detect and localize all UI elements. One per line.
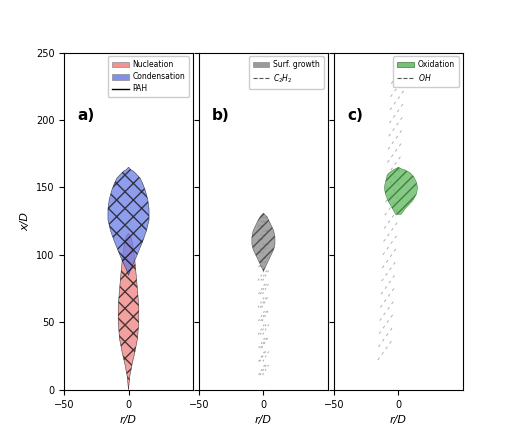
X-axis label: r/D: r/D [120,415,137,425]
Text: c): c) [347,108,363,123]
X-axis label: r/D: r/D [390,415,407,425]
Text: b): b) [212,108,230,123]
Legend: Oxidation, $OH$: Oxidation, $OH$ [393,57,459,87]
Legend: Nucleation, Condensation, PAH: Nucleation, Condensation, PAH [108,57,189,97]
Y-axis label: x/D: x/D [21,212,30,231]
Legend: Surf. growth, $C_2H_2$: Surf. growth, $C_2H_2$ [249,57,324,88]
Text: a): a) [77,108,95,123]
X-axis label: r/D: r/D [255,415,272,425]
